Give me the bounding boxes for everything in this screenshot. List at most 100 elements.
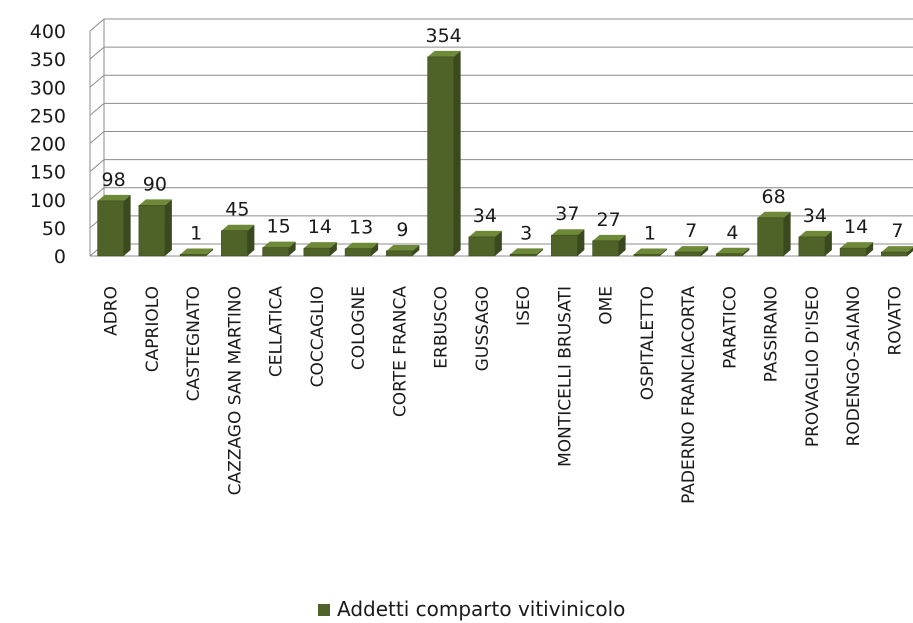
y-tick-label: 150: [30, 162, 66, 184]
bar-top: [303, 242, 337, 249]
data-label: 68: [762, 186, 786, 208]
bar: [798, 230, 832, 257]
bar: [179, 248, 214, 257]
bar-front: [303, 247, 331, 257]
x-tick-label: OSPITALETTO: [638, 286, 658, 400]
bar: [468, 230, 502, 257]
y-tick-label: 300: [30, 77, 66, 99]
gridline-depth: [89, 159, 105, 173]
x-tick-label: PASSIRANO: [762, 286, 782, 382]
x-tick-label: CAZZAGO SAN MARTINO: [225, 286, 245, 495]
x-tick-label: OME: [597, 286, 617, 325]
bar-side: [618, 234, 626, 256]
data-label: 15: [267, 216, 291, 238]
bar-top: [716, 247, 750, 254]
bar-side: [453, 50, 461, 256]
y-tick-label: 250: [30, 105, 66, 127]
bar: [633, 248, 667, 257]
bar: [386, 244, 420, 257]
gridline-depth: [89, 18, 105, 32]
bar: [303, 242, 337, 257]
bar-front: [386, 250, 413, 257]
data-label: 14: [308, 216, 332, 238]
bar-front: [97, 200, 124, 257]
bar-top: [138, 199, 172, 206]
data-label: 4: [726, 222, 738, 244]
y-tick-label: 350: [30, 49, 66, 71]
bar-front: [839, 247, 867, 257]
bar-side: [701, 246, 709, 256]
bar-front: [592, 240, 619, 257]
x-tick-label: CAPRIOLO: [143, 286, 163, 372]
bar-side: [824, 230, 832, 256]
bar-front: [221, 230, 248, 257]
bar-side: [742, 247, 750, 256]
bar-side: [123, 194, 131, 256]
bar-side: [659, 248, 667, 256]
bar: [97, 194, 131, 257]
data-label: 7: [685, 220, 697, 242]
bar-top: [427, 50, 461, 57]
data-label: 9: [396, 219, 408, 241]
bar-top: [840, 242, 874, 249]
bar-top: [757, 211, 791, 218]
bar-front: [881, 251, 908, 257]
bar-side: [783, 211, 791, 256]
bar-side: [494, 230, 502, 256]
gridline-depth: [89, 187, 105, 201]
bar-top: [551, 229, 585, 236]
data-label: 354: [425, 25, 461, 47]
x-tick-label: ERBUSCO: [432, 286, 452, 369]
data-label: 7: [891, 220, 903, 242]
bar-side: [412, 244, 420, 256]
x-tick-label: CORTE FRANCA: [390, 286, 410, 417]
bar-front: [509, 254, 537, 257]
gridline-depth: [89, 74, 105, 88]
bar: [344, 242, 379, 257]
legend-label: Addetti comparto vitivinicolo: [337, 597, 625, 621]
bar-side: [866, 242, 874, 256]
y-tick-label: 200: [30, 134, 66, 156]
x-tick-label: ROVATO: [885, 286, 905, 356]
bar-front: [179, 254, 207, 257]
bar-front: [716, 253, 743, 257]
x-tick-label: PADERNO FRANCIACORTA: [679, 286, 699, 504]
bar-top: [97, 194, 131, 201]
bar-top: [386, 244, 420, 251]
bar-top: [262, 241, 296, 248]
bar-top: [345, 242, 379, 249]
data-label: 37: [555, 203, 579, 225]
data-label: 1: [644, 223, 656, 245]
x-tick-label: CELLATICA: [267, 286, 287, 378]
bar-side: [164, 199, 172, 256]
bar-side: [288, 241, 296, 256]
x-tick-label: RODENGO-SAIANO: [844, 286, 864, 446]
bar-side: [577, 229, 585, 256]
data-label: 34: [473, 205, 497, 227]
data-label: 90: [143, 173, 167, 195]
bar: [881, 246, 913, 257]
bar: [592, 234, 626, 257]
data-label: 3: [520, 222, 532, 244]
x-tick-label: PROVAGLIO D'ISEO: [803, 286, 823, 447]
bar-front: [344, 248, 372, 257]
bar-top: [675, 246, 709, 253]
bar-top: [468, 230, 502, 237]
x-tick-label: COCCAGLIO: [308, 286, 328, 387]
bar-top: [633, 248, 667, 255]
data-label: 98: [102, 169, 126, 191]
bar-front: [674, 251, 702, 257]
bar: [551, 229, 585, 257]
data-label: 13: [349, 217, 373, 239]
x-tick-label: ADRO: [102, 286, 122, 336]
x-tick-label: COLOGNE: [349, 286, 369, 370]
bar-front: [633, 254, 661, 257]
y-axis-ticks: 0 50 100 150 200 250 300 350 400: [30, 21, 66, 268]
bar-front: [551, 234, 578, 257]
legend-swatch: [318, 604, 330, 616]
bar-top: [881, 246, 913, 253]
x-tick-label: GUSSAGO: [473, 286, 493, 371]
bar-side: [907, 247, 913, 256]
